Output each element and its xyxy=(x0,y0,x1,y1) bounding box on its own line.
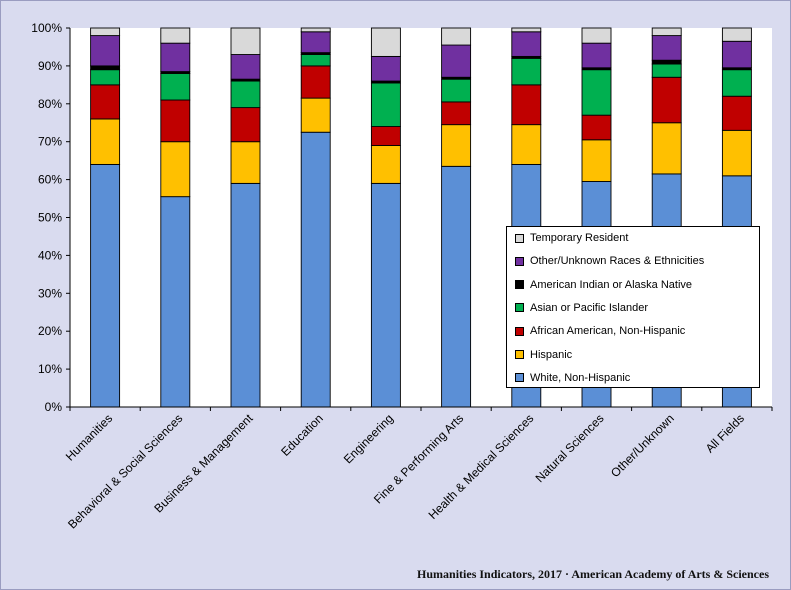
y-tick-label: 50% xyxy=(38,211,62,225)
y-tick-label: 60% xyxy=(38,173,62,187)
bar-segment xyxy=(370,55,401,82)
legend-label: Asian or Pacific Islander xyxy=(530,301,648,314)
x-tick-label: Behavioral & Social Sciences xyxy=(65,411,185,531)
bar-segment xyxy=(721,27,752,42)
bar-segment xyxy=(90,35,121,67)
bar-segment xyxy=(90,84,121,120)
bar-segment xyxy=(581,69,612,116)
bar-segment xyxy=(300,54,331,67)
legend-entry: American Indian or Alaska Native xyxy=(515,278,692,292)
bar-segment xyxy=(651,59,682,65)
bar-segment xyxy=(441,78,472,103)
y-tick-label: 20% xyxy=(38,324,62,338)
bar-segment xyxy=(300,131,331,408)
bar-segment xyxy=(230,107,261,143)
bar-segment xyxy=(651,76,682,124)
legend-label: African American, Non-Hispanic xyxy=(530,325,686,338)
bar-segment xyxy=(721,69,752,97)
x-tick-label: All Fields xyxy=(703,411,747,455)
bar-segment xyxy=(160,42,191,73)
bar-segment xyxy=(90,27,121,37)
legend-label: American Indian or Alaska Native xyxy=(530,278,693,291)
legend-swatch xyxy=(515,280,524,290)
bar-segment xyxy=(370,182,401,408)
bar-segment xyxy=(511,31,542,57)
legend-label: Temporary Resident xyxy=(530,232,629,244)
legend-label: Other/Unknown Races & Ethnicities xyxy=(530,255,705,268)
y-tick-label: 40% xyxy=(38,248,62,262)
bar-segment xyxy=(90,65,121,71)
bar-segment xyxy=(90,163,121,408)
bar-segment xyxy=(230,182,261,408)
bar-segment xyxy=(370,27,401,57)
legend-entry: Hispanic xyxy=(515,348,572,362)
legend-entry: Asian or Pacific Islander xyxy=(515,301,648,315)
bar-segment xyxy=(370,82,401,127)
bar-segment xyxy=(230,54,261,80)
legend-swatch xyxy=(515,303,524,313)
bar-segment xyxy=(651,35,682,61)
y-tick-label: 10% xyxy=(38,362,62,376)
legend-entry: African American, Non-Hispanic xyxy=(515,324,685,338)
bar-segment xyxy=(721,40,752,69)
legend-entry: Other/Unknown Races & Ethnicities xyxy=(515,254,704,268)
y-tick-label: 80% xyxy=(38,97,62,111)
bar-segment xyxy=(511,27,542,33)
x-tick-label: Education xyxy=(278,411,326,459)
x-tick-label: Other/Unknown xyxy=(608,411,677,480)
y-tick-label: 90% xyxy=(38,59,62,73)
bar-segment xyxy=(370,145,401,184)
legend-entry: White, Non-Hispanic xyxy=(515,371,630,385)
bar-segment xyxy=(581,42,612,69)
chart-legend: Temporary Resident Other/Unknown Races & … xyxy=(506,226,760,388)
legend-swatch xyxy=(515,326,524,336)
legend-swatch xyxy=(515,373,524,383)
bar-segment xyxy=(651,27,682,37)
legend-swatch xyxy=(515,233,524,243)
bar-segment xyxy=(160,141,191,198)
bar-segment xyxy=(300,65,331,99)
bar-segment xyxy=(721,95,752,131)
source-credit: Humanities Indicators, 2017 · American A… xyxy=(417,567,769,581)
legend-entry: Temporary Resident xyxy=(515,231,628,245)
legend-swatch xyxy=(515,350,524,359)
y-tick-label: 100% xyxy=(31,21,62,35)
legend-swatch xyxy=(515,256,524,266)
bar-segment xyxy=(300,27,331,33)
bar-segment xyxy=(441,165,472,408)
y-tick-label: 0% xyxy=(45,400,63,414)
bar-segment xyxy=(441,124,472,167)
bar-segment xyxy=(160,196,191,408)
bar-segment xyxy=(230,141,261,184)
bar-segment xyxy=(230,27,261,55)
bar-segment xyxy=(441,101,472,126)
bar-segment xyxy=(230,80,261,109)
x-tick-label: Engineering xyxy=(341,411,396,466)
bar-segment xyxy=(511,124,542,165)
bar-segment xyxy=(300,31,331,54)
bar-segment xyxy=(511,84,542,126)
bar-segment xyxy=(721,129,752,177)
bar-segment xyxy=(441,44,472,78)
bar-segment xyxy=(160,73,191,101)
bar-segment xyxy=(160,27,191,44)
bar-segment xyxy=(300,97,331,133)
y-tick-label: 30% xyxy=(38,286,62,300)
x-tick-label: Humanities xyxy=(63,411,115,463)
bar-segment xyxy=(370,126,401,146)
bar-segment xyxy=(90,118,121,165)
bar-segment xyxy=(511,57,542,86)
legend-label: Hispanic xyxy=(530,348,573,361)
bar-segment xyxy=(160,99,191,143)
bar-segment xyxy=(581,139,612,182)
x-tick-label: Natural Sciences xyxy=(533,411,607,485)
bar-segment xyxy=(651,63,682,78)
bar-segment xyxy=(581,27,612,44)
bar-segment xyxy=(581,114,612,141)
bar-segment xyxy=(651,122,682,175)
bar-segment xyxy=(90,69,121,86)
bar-segment xyxy=(441,27,472,46)
y-tick-label: 70% xyxy=(38,135,62,149)
legend-label: White, Non-Hispanic xyxy=(530,371,631,384)
